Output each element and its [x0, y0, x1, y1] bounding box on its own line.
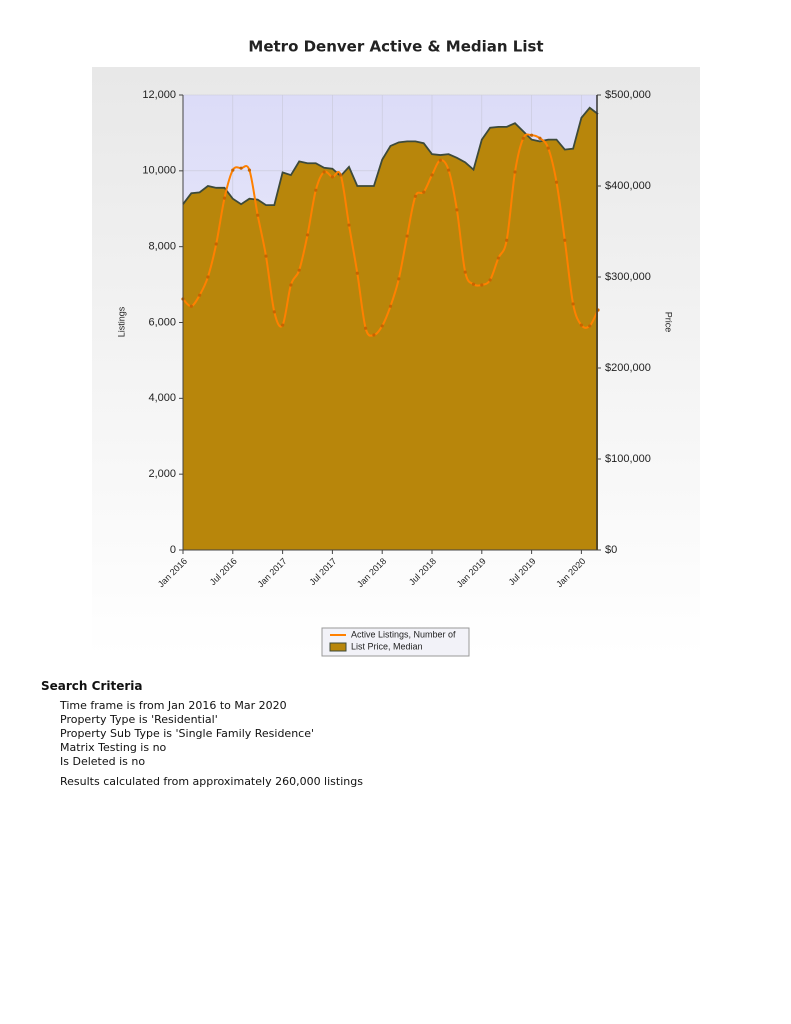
- line-point: [563, 238, 567, 242]
- legend-swatch: [329, 642, 347, 652]
- line-point: [264, 254, 268, 258]
- line-point: [247, 168, 251, 172]
- line-point: [505, 238, 509, 242]
- line-point: [380, 324, 384, 328]
- y-tick-label: 0: [170, 544, 176, 556]
- line-point: [496, 256, 500, 260]
- legend-label: Active Listings, Number of: [351, 629, 456, 639]
- y-tick-label: 10,000: [142, 165, 176, 177]
- line-point: [471, 282, 476, 286]
- line-point: [413, 194, 417, 198]
- line-point: [455, 208, 459, 212]
- chart: Metro Denver Active & Median List Listin…: [92, 38, 700, 657]
- line-point: [513, 170, 517, 174]
- line-point: [554, 180, 559, 184]
- line-point: [355, 271, 359, 275]
- criteria-line: Is Deleted is no: [60, 755, 146, 768]
- line-point: [222, 196, 227, 200]
- line-point: [405, 234, 409, 238]
- line-point: [364, 326, 368, 330]
- line-point: [239, 166, 243, 170]
- line-point: [388, 304, 393, 308]
- y2-tick-label: $100,000: [605, 453, 651, 465]
- y-axis-label: Listings: [116, 306, 126, 337]
- y-tick-label: 12,000: [142, 89, 176, 101]
- line-point: [422, 190, 426, 194]
- criteria-line: Property Type is 'Residential': [60, 713, 218, 726]
- line-point: [305, 233, 310, 237]
- line-point: [521, 136, 525, 140]
- line-point: [198, 293, 202, 297]
- y2-tick-label: $200,000: [605, 362, 651, 374]
- line-point: [289, 283, 293, 287]
- criteria-title: Search Criteria: [41, 679, 143, 693]
- line-point: [447, 168, 451, 172]
- line-point: [588, 324, 592, 328]
- line-point: [189, 304, 193, 308]
- criteria-line: Property Sub Type is 'Single Family Resi…: [60, 727, 315, 740]
- line-point: [579, 323, 584, 327]
- line-point: [330, 175, 334, 179]
- y2-tick-label: $0: [605, 544, 617, 556]
- line-point: [546, 146, 550, 150]
- y2-tick-label: $300,000: [605, 271, 651, 283]
- criteria-list: Time frame is from Jan 2016 to Mar 2020 P…: [41, 699, 363, 769]
- line-point: [206, 275, 210, 279]
- line-point: [397, 277, 401, 281]
- y-tick-label: 4,000: [148, 392, 176, 404]
- line-point: [538, 136, 542, 140]
- legend: Active Listings, Number of List Price, Me…: [321, 627, 470, 657]
- y2-axis-label: Price: [664, 312, 674, 333]
- criteria-line: Time frame is from Jan 2016 to Mar 2020: [60, 699, 287, 712]
- line-point: [488, 278, 492, 282]
- line-point: [281, 323, 285, 327]
- line-point: [231, 168, 235, 172]
- line-point: [297, 268, 301, 272]
- line-point: [372, 333, 376, 337]
- criteria-line: Matrix Testing is no: [60, 741, 167, 754]
- line-point: [256, 213, 260, 217]
- y2-tick-label: $500,000: [605, 89, 651, 101]
- line-point: [530, 133, 534, 137]
- line-point: [339, 173, 343, 177]
- line-point: [480, 283, 484, 287]
- search-criteria: Search Criteria Time frame is from Jan 2…: [41, 679, 363, 789]
- line-point: [430, 173, 434, 177]
- line-point: [272, 310, 276, 314]
- line-point: [571, 302, 575, 306]
- area: [183, 107, 598, 551]
- y-tick-label: 2,000: [148, 468, 176, 480]
- y-tick-label: 8,000: [148, 241, 176, 253]
- line-point: [322, 170, 326, 174]
- criteria-note: Results calculated from approximately 26…: [60, 775, 363, 788]
- area-outline: [182, 106, 599, 207]
- line-point: [438, 158, 442, 162]
- y-tick-label: 6,000: [148, 316, 176, 328]
- line-point: [347, 223, 351, 227]
- y2-tick-label: $400,000: [605, 180, 651, 192]
- legend-label: List Price, Median: [351, 641, 423, 651]
- line-point: [463, 270, 467, 274]
- line-point: [214, 242, 218, 246]
- chart-title: Metro Denver Active & Median List: [248, 38, 543, 56]
- line-point: [314, 188, 318, 192]
